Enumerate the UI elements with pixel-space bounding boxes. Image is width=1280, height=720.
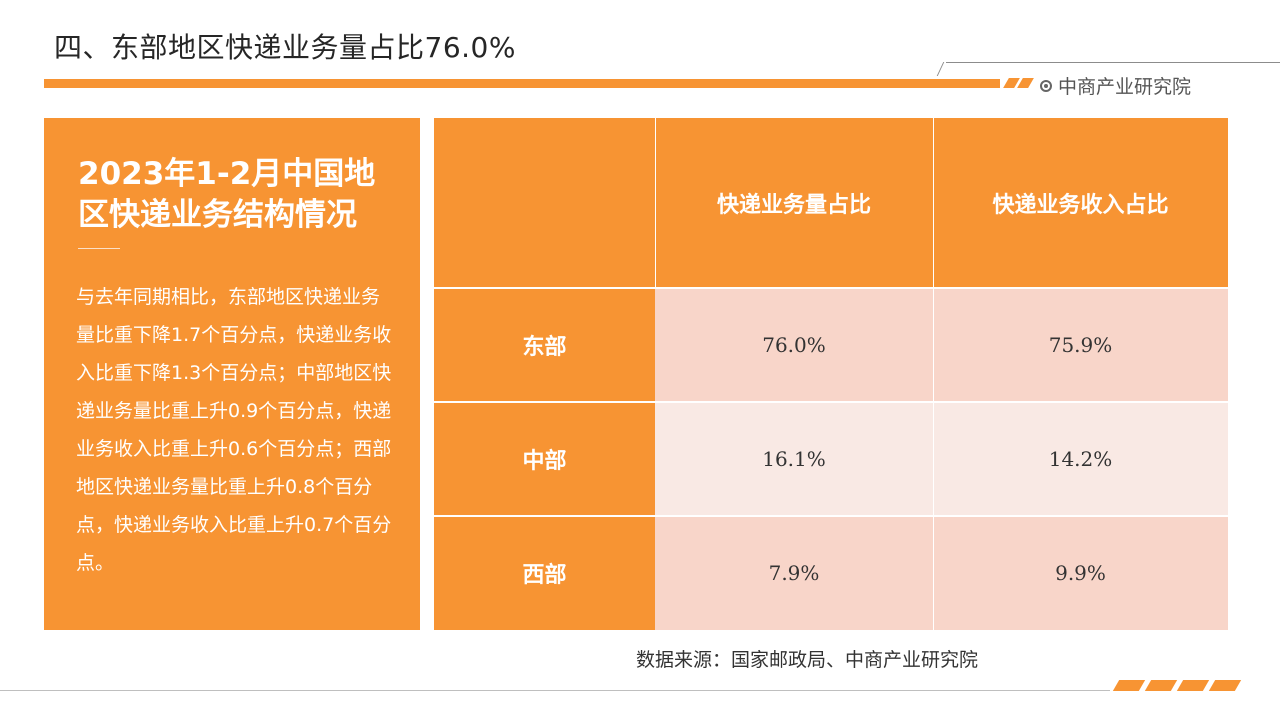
data-source: 数据来源：国家邮政局、中商产业研究院 (636, 649, 979, 671)
footer-rule (0, 690, 1110, 691)
title-accent-bar (44, 79, 1000, 88)
data-table: 快递业务量占比 快递业务收入占比 东部 76.0% 75.9% 中部 16.1%… (434, 118, 1228, 630)
title-accent-slash (1017, 78, 1034, 88)
table-cell-revenue-share: 75.9% (933, 288, 1228, 402)
summary-panel: 2023年1-2月中国地区快递业务结构情况 与去年同期相比，东部地区快递业务量比… (44, 118, 420, 630)
table-row-label: 中部 (434, 402, 655, 516)
table-cell-volume-share: 16.1% (655, 402, 933, 516)
table-row-label: 东部 (434, 288, 655, 402)
summary-divider (78, 248, 120, 249)
footer-accent-slash (1208, 680, 1242, 691)
footer-accent-slash (1176, 680, 1210, 691)
table-grid-line (434, 401, 1228, 403)
summary-text: 与去年同期相比，东部地区快递业务量比重下降1.7个百分点，快递业务收入比重下降1… (76, 286, 392, 574)
table-cell-volume-share: 76.0% (655, 288, 933, 402)
circle-dot-icon (1040, 79, 1052, 92)
summary-heading: 2023年1-2月中国地区快递业务结构情况 (78, 156, 376, 233)
header-rule (946, 62, 1280, 63)
footer-accent-slash (1112, 680, 1146, 691)
brand-name: 中商产业研究院 (1058, 76, 1192, 98)
header-rule-diagonal (936, 62, 945, 76)
table-cell-revenue-share: 9.9% (933, 516, 1228, 630)
table-cell-volume-share: 7.9% (655, 516, 933, 630)
table-grid-line (434, 287, 1228, 289)
footer-accent-slash (1144, 680, 1178, 691)
table-header-volume-share: 快递业务量占比 (655, 118, 933, 288)
brand-logo: 中商产业研究院 (1040, 72, 1191, 99)
table-grid-line (434, 515, 1228, 517)
table-header-corner (434, 118, 655, 288)
table-cell-revenue-share: 14.2% (933, 402, 1228, 516)
table-grid-line (933, 118, 934, 630)
table-grid-line (655, 118, 656, 288)
table-row-label: 西部 (434, 516, 655, 630)
page-title: 四、东部地区快递业务量占比76.0% (54, 31, 516, 64)
table-header-revenue-share: 快递业务收入占比 (933, 118, 1228, 288)
